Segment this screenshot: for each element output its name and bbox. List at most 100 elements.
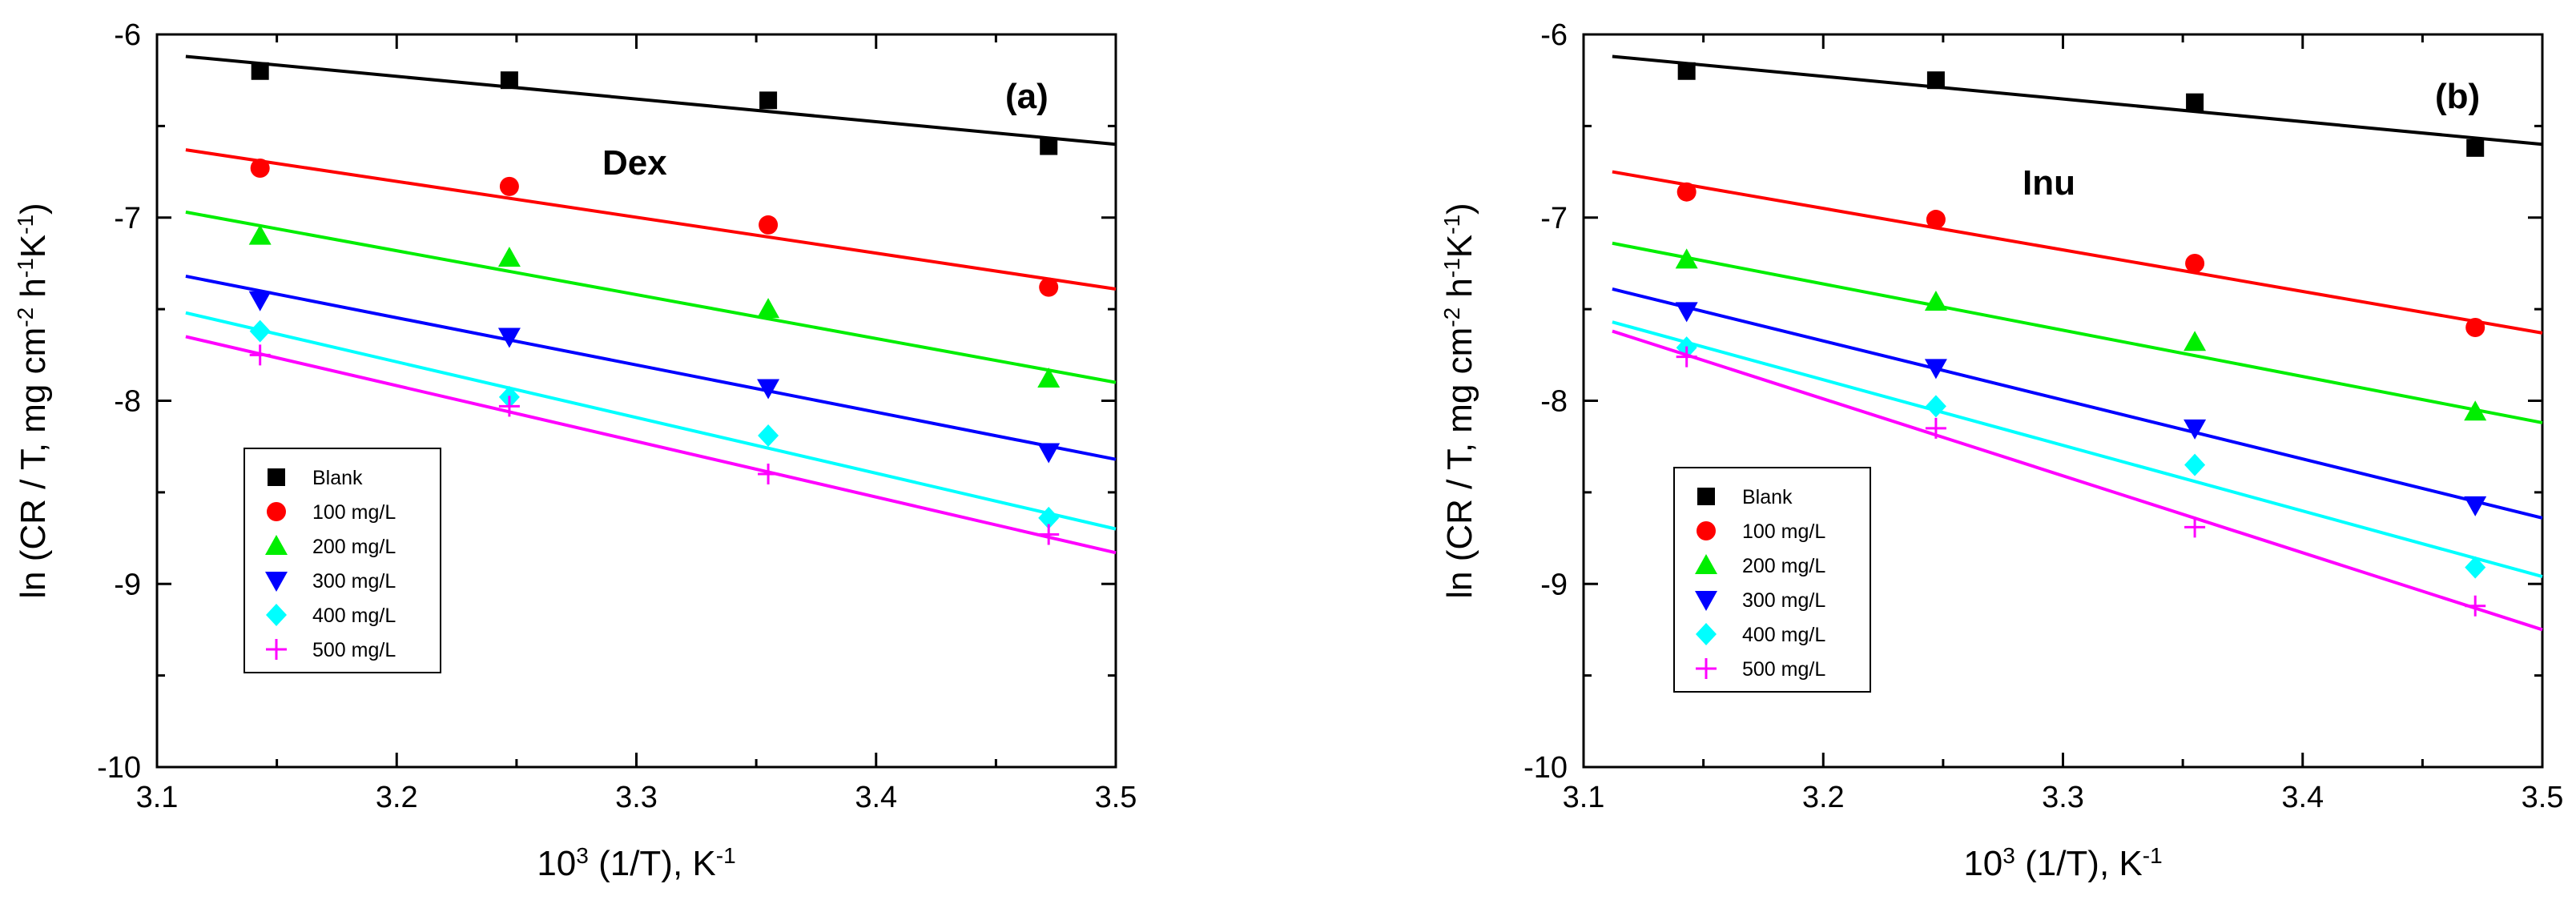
y-tick-label: -7	[114, 202, 141, 235]
data-point	[2466, 139, 2485, 157]
data-point	[499, 176, 519, 196]
data-point	[1038, 506, 1060, 529]
panel-label: (a)	[1005, 77, 1049, 116]
legend-label: 400 mg/L	[312, 605, 396, 627]
series-100-mg-l	[1612, 170, 2543, 337]
data-point	[2465, 595, 2486, 617]
y-axis-label: ln (CR / T, mg cm-2 h-1K-1)	[1439, 203, 1480, 598]
y-tick-label: -9	[1540, 568, 1568, 601]
x-tick-label: 3.3	[2042, 781, 2084, 814]
data-point	[248, 224, 272, 245]
data-point	[757, 298, 780, 319]
fit-line	[1612, 320, 2543, 579]
legend-marker	[265, 572, 288, 592]
data-point	[1040, 137, 1058, 155]
data-point	[2186, 93, 2204, 111]
data-point	[1925, 395, 1946, 418]
data-point	[249, 344, 271, 366]
legend-marker	[1697, 488, 1715, 505]
y-tick-label: -8	[1540, 385, 1568, 419]
data-point	[497, 327, 521, 348]
x-tick-label: 3.5	[2522, 781, 2564, 814]
fit-line	[185, 335, 1117, 555]
data-point	[2465, 556, 2486, 579]
fit-line	[1612, 54, 2543, 147]
chart-panel-a: 3.1 3.2 3.3 3.4 3.5 -10 -9 -8 -7 -6 103 (1/T), K-1…	[13, 18, 1137, 883]
y-tick-label: -9	[114, 568, 141, 601]
panel-label: (b)	[2435, 77, 2480, 116]
x-tick-label: 3.1	[1563, 781, 1605, 814]
y-tick-label: -6	[1540, 18, 1568, 52]
x-axis-label: 103 (1/T), K-1	[537, 843, 735, 884]
fit-line	[185, 54, 1117, 147]
x-tick-label: 3.2	[376, 781, 418, 814]
legend-label: Blank	[312, 467, 363, 489]
legend-marker	[266, 639, 287, 660]
series-100-mg-l	[185, 148, 1117, 297]
legend-marker	[267, 502, 286, 521]
data-point	[758, 424, 779, 447]
data-point	[250, 158, 270, 178]
legend-label: 200 mg/L	[312, 536, 396, 558]
data-point	[2465, 318, 2485, 337]
y-tick-label: -10	[97, 751, 141, 785]
data-point	[2464, 400, 2487, 421]
legend-label: 300 mg/L	[1742, 589, 1825, 612]
legend-label: 500 mg/L	[1742, 658, 1825, 681]
data-point	[1038, 524, 1060, 545]
x-tick-label: 3.1	[136, 781, 179, 814]
legend-label: 100 mg/L	[312, 501, 396, 524]
fit-line	[1612, 287, 2543, 520]
legend-marker	[1697, 521, 1716, 540]
data-point	[757, 379, 780, 400]
y-tick-label: -7	[1540, 202, 1568, 235]
x-tick-label: 3.4	[855, 781, 897, 814]
fit-line	[1612, 329, 2543, 632]
data-point	[2184, 453, 2206, 476]
data-point	[1677, 62, 1696, 80]
data-point	[1676, 346, 1697, 368]
legend-marker	[1696, 658, 1717, 679]
data-point	[1676, 182, 1697, 202]
data-point	[251, 62, 269, 80]
data-point	[1675, 248, 1698, 269]
data-point	[2184, 331, 2207, 352]
fit-line	[185, 274, 1117, 461]
data-point	[1924, 290, 1947, 311]
data-point	[498, 396, 520, 417]
legend: Blank 100 mg/L 200 mg/L 300 mg/L 400 mg/L 500…	[1673, 467, 1871, 693]
chart-panel-b: 3.1 3.2 3.3 3.4 3.5 -10 -9 -8 -7 -6 103 (1/T), K-1…	[1439, 18, 2564, 883]
series-400-mg-l	[1612, 320, 2543, 579]
legend-label: 200 mg/L	[1742, 555, 1825, 577]
legend-marker	[265, 535, 288, 555]
data-point	[497, 247, 521, 267]
legend-marker	[1696, 623, 1717, 645]
data-point	[249, 319, 271, 343]
series-300-mg-l	[185, 274, 1117, 464]
y-axis-label: ln (CR / T, mg cm-2 h-1K-1)	[13, 203, 54, 598]
series-blank	[1612, 54, 2543, 157]
legend-marker	[1695, 554, 1717, 574]
x-tick-label: 3.2	[1802, 781, 1845, 814]
data-point	[2185, 253, 2205, 273]
series-200-mg-l	[1612, 241, 2543, 424]
fit-line	[185, 148, 1117, 291]
legend: Blank 100 mg/L 200 mg/L 300 mg/L 400 mg/L 500…	[244, 448, 441, 673]
legend-label: 500 mg/L	[312, 639, 396, 661]
legend-marker	[268, 468, 285, 486]
fit-line	[1612, 170, 2543, 335]
data-point	[1675, 302, 1698, 323]
y-tick-label: -10	[1523, 751, 1568, 785]
legend-marker	[266, 604, 287, 626]
data-point	[500, 71, 518, 90]
data-point	[2464, 496, 2487, 516]
data-point	[248, 291, 272, 311]
series-500-mg-l	[1612, 329, 2543, 632]
x-axis-label: 103 (1/T), K-1	[1963, 843, 2162, 884]
data-point	[1924, 359, 1947, 380]
data-point	[1925, 417, 1946, 439]
data-point	[2184, 516, 2206, 538]
x-tick-label: 3.3	[615, 781, 658, 814]
data-point	[759, 91, 778, 110]
